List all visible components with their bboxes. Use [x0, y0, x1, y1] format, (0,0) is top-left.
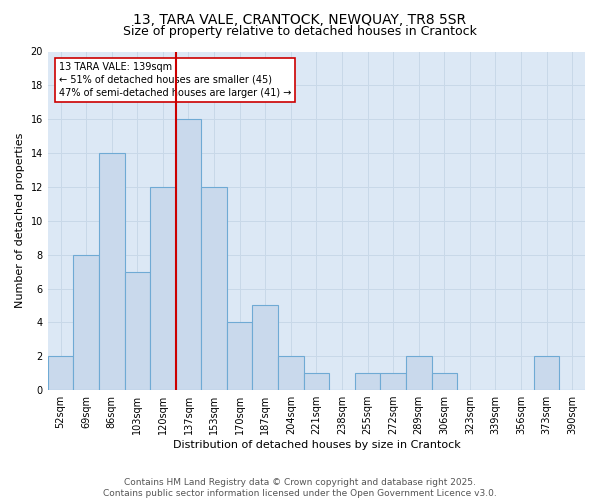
- Text: 13 TARA VALE: 139sqm
← 51% of detached houses are smaller (45)
47% of semi-detac: 13 TARA VALE: 139sqm ← 51% of detached h…: [59, 62, 291, 98]
- Bar: [304, 373, 329, 390]
- Bar: [150, 187, 176, 390]
- Text: Size of property relative to detached houses in Crantock: Size of property relative to detached ho…: [123, 25, 477, 38]
- Bar: [355, 373, 380, 390]
- Bar: [253, 306, 278, 390]
- Text: 13, TARA VALE, CRANTOCK, NEWQUAY, TR8 5SR: 13, TARA VALE, CRANTOCK, NEWQUAY, TR8 5S…: [133, 12, 467, 26]
- Bar: [125, 272, 150, 390]
- Bar: [227, 322, 253, 390]
- Bar: [278, 356, 304, 390]
- Y-axis label: Number of detached properties: Number of detached properties: [15, 133, 25, 308]
- Bar: [431, 373, 457, 390]
- Bar: [48, 356, 73, 390]
- Bar: [406, 356, 431, 390]
- Text: Contains HM Land Registry data © Crown copyright and database right 2025.
Contai: Contains HM Land Registry data © Crown c…: [103, 478, 497, 498]
- Bar: [176, 119, 201, 390]
- X-axis label: Distribution of detached houses by size in Crantock: Distribution of detached houses by size …: [173, 440, 460, 450]
- Bar: [73, 254, 99, 390]
- Bar: [380, 373, 406, 390]
- Bar: [201, 187, 227, 390]
- Bar: [99, 153, 125, 390]
- Bar: [534, 356, 559, 390]
